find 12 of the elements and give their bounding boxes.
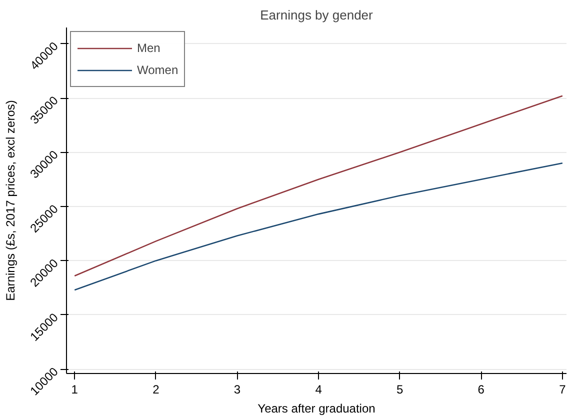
legend-label: Women <box>137 63 178 77</box>
x-tick-label: 7 <box>559 382 566 396</box>
x-tick-label: 6 <box>478 382 485 396</box>
x-tick-label: 2 <box>152 382 160 396</box>
y-axis-title: Earnings (£s, 2017 prices, excl zeros) <box>4 100 18 301</box>
chart-title: Earnings by gender <box>260 8 374 22</box>
x-axis-title: Years after graduation <box>258 402 376 416</box>
legend-label: Men <box>137 41 160 55</box>
x-tick-label: 1 <box>71 382 78 396</box>
x-tick-label: 4 <box>315 382 322 396</box>
x-tick-label: 5 <box>396 382 404 396</box>
x-tick-label: 3 <box>234 382 241 396</box>
